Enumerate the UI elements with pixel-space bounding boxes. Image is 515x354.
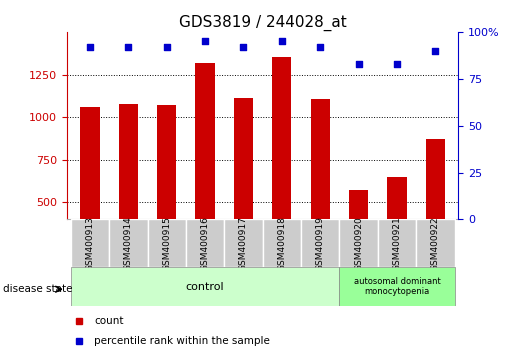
Bar [263,219,301,267]
Bar [109,219,147,267]
Bar [387,177,406,219]
Bar [339,267,455,306]
Point [316,44,324,50]
Text: GSM400916: GSM400916 [200,216,210,271]
Bar [426,139,445,219]
Bar [416,219,455,267]
Text: count: count [94,316,124,326]
Bar [196,63,215,219]
Bar [157,105,176,219]
Bar [378,219,416,267]
Bar [272,57,291,219]
Text: GSM400917: GSM400917 [239,216,248,271]
Text: GSM400920: GSM400920 [354,216,363,271]
Bar [311,99,330,219]
Point [201,38,209,44]
Text: control: control [186,282,225,292]
Bar [71,219,109,267]
Bar [339,219,378,267]
Point [124,44,132,50]
Text: percentile rank within the sample: percentile rank within the sample [94,336,270,346]
Bar [234,98,253,219]
Bar [119,104,138,219]
Point [431,48,439,53]
Point [354,61,363,67]
Bar [301,219,339,267]
Bar [349,190,368,219]
Point [239,44,248,50]
Text: GSM400918: GSM400918 [278,216,286,271]
Text: GSM400914: GSM400914 [124,216,133,271]
Point [163,44,171,50]
Text: disease state: disease state [3,284,72,294]
Title: GDS3819 / 244028_at: GDS3819 / 244028_at [179,14,347,30]
Bar [224,219,263,267]
Point [278,38,286,44]
Text: GSM400913: GSM400913 [85,216,94,271]
Point [393,61,401,67]
Text: GSM400921: GSM400921 [392,216,402,271]
Text: GSM400919: GSM400919 [316,216,325,271]
Text: GSM400922: GSM400922 [431,216,440,271]
Text: autosomal dominant
monocytopenia: autosomal dominant monocytopenia [354,277,440,296]
Bar [71,267,339,306]
Bar [147,219,186,267]
Point [86,44,94,50]
Bar [80,107,99,219]
Text: GSM400915: GSM400915 [162,216,171,271]
Bar [186,219,224,267]
